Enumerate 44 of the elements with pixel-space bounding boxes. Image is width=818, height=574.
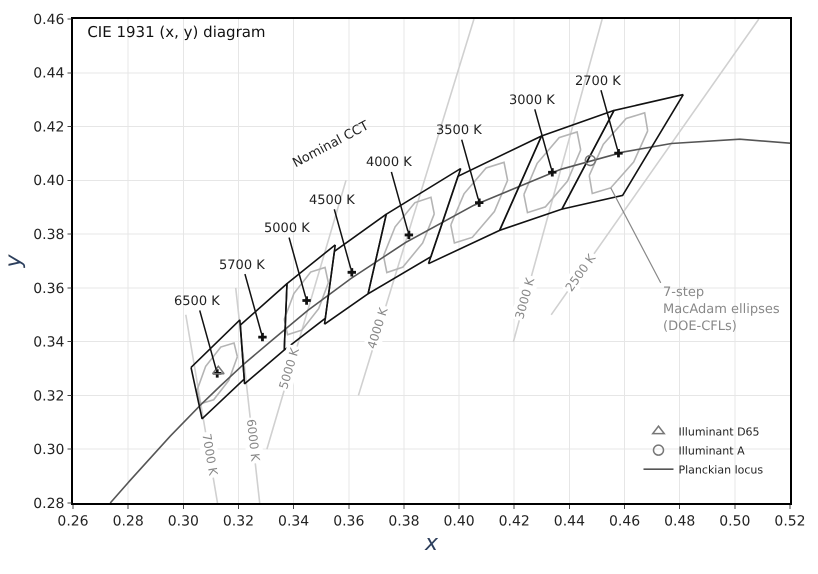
x-tick-label: 0.40 xyxy=(443,514,475,530)
annotation: 6000 K xyxy=(244,418,263,463)
x-tick-label: 0.50 xyxy=(719,514,750,530)
annotation: 5000 K xyxy=(276,345,302,391)
chart-title: CIE 1931 (x, y) diagram xyxy=(87,22,266,41)
x-tick-label: 0.32 xyxy=(222,514,254,530)
x-tick-label: 0.30 xyxy=(168,514,199,530)
y-tick-label: 0.34 xyxy=(33,334,65,351)
y-tick-label: 0.30 xyxy=(33,442,64,458)
legend-label: Illuminant D65 xyxy=(678,425,760,438)
annotation: 4000 K xyxy=(366,155,412,170)
y-tick-label: 0.38 xyxy=(33,227,64,244)
annotation: 6500 K xyxy=(174,294,220,309)
y-tick-label: 0.36 xyxy=(33,280,65,297)
annotation: 7000 K xyxy=(199,432,220,478)
annotation: 2700 K xyxy=(575,74,622,89)
y-tick-label: 0.32 xyxy=(33,388,64,404)
annotation: 3500 K xyxy=(436,123,482,138)
x-tick-label: 0.42 xyxy=(498,514,530,530)
annotation: 7-step MacAdam ellipses (DOE-CFLs) xyxy=(663,285,780,334)
legend-label: Illuminant A xyxy=(678,444,746,458)
x-tick-label: 0.26 xyxy=(57,514,89,530)
x-tick-label: 0.44 xyxy=(554,514,586,530)
y-axis-title: y xyxy=(2,254,27,269)
x-tick-label: 0.34 xyxy=(278,514,310,530)
x-tick-label: 0.36 xyxy=(333,514,364,530)
y-tick-label: 0.28 xyxy=(33,496,64,512)
x-tick-label: 0.38 xyxy=(388,514,420,530)
x-tick-label: 0.52 xyxy=(774,514,806,530)
annotation: 4000 K xyxy=(364,304,391,350)
y-tick-label: 0.44 xyxy=(33,66,65,82)
annotation: 3000 K xyxy=(512,275,538,321)
y-tick-label: 0.46 xyxy=(33,12,65,28)
annotation: 3000 K xyxy=(509,93,556,108)
annotation: 4500 K xyxy=(309,193,356,208)
legend-label: Planckian locus xyxy=(678,463,764,476)
annotation: 5700 K xyxy=(219,258,266,273)
y-tick-label: 0.42 xyxy=(33,119,64,136)
x-tick-label: 0.48 xyxy=(664,514,696,530)
x-tick-label: 0.46 xyxy=(608,514,640,530)
x-axis-title: x xyxy=(424,530,439,556)
x-tick-label: 0.28 xyxy=(112,514,144,530)
y-tick-label: 0.40 xyxy=(33,173,64,190)
annotation: 5000 K xyxy=(264,221,310,236)
